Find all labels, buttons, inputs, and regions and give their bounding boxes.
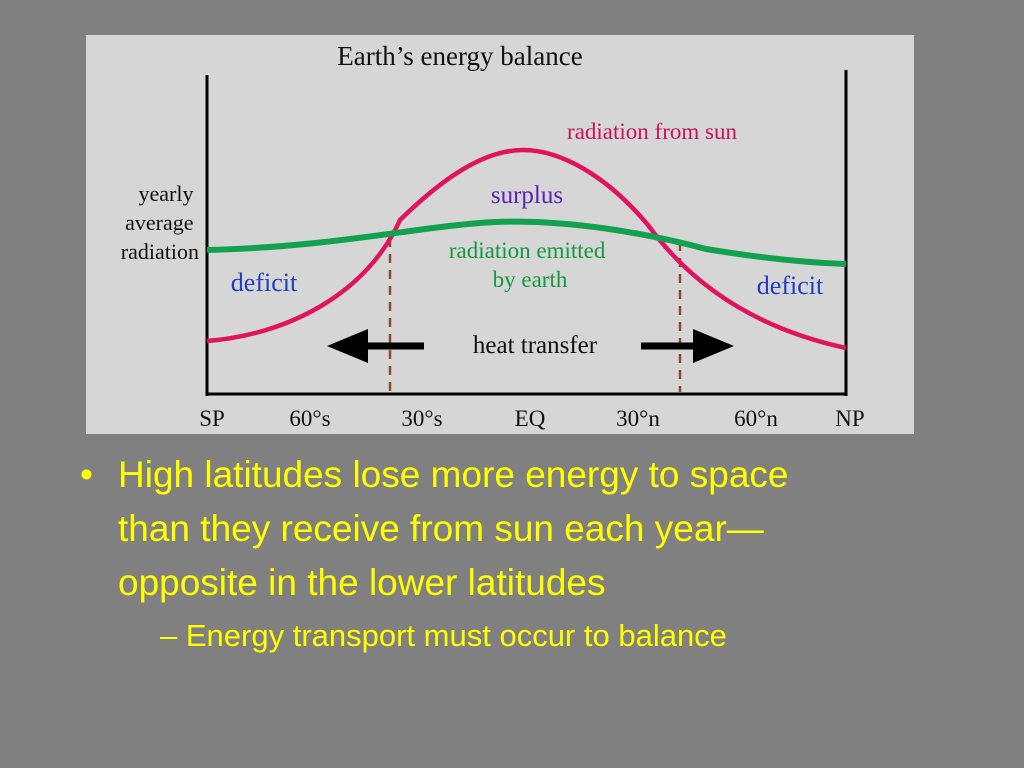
- sub-bullet-item: – Energy transport must occur to balance: [80, 614, 980, 658]
- y-axis-label-line-2: average: [125, 210, 193, 235]
- energy-balance-figure: Earth’s energy balance yearly average ra…: [86, 35, 914, 434]
- bullet-list: • High latitudes lose more energy to spa…: [80, 448, 980, 658]
- radiation-emitted-curve: [206, 218, 847, 267]
- x-tick-60s: 60°s: [289, 406, 330, 431]
- radiation-emitted-line-1: radiation emitted: [449, 238, 606, 263]
- y-axis-label: yearly average radiation: [121, 181, 199, 264]
- radiation-from-sun-curve: [206, 147, 847, 351]
- deficit-left-label: deficit: [231, 268, 298, 297]
- bullet-line-1: High latitudes lose more energy to space: [118, 454, 789, 495]
- bullet-line-3: opposite in the lower latitudes: [118, 562, 606, 603]
- x-tick-eq: EQ: [515, 406, 546, 431]
- sub-bullet-text: Energy transport must occur to balance: [185, 618, 727, 653]
- x-tick-np: NP: [835, 406, 864, 431]
- heat-transfer-label: heat transfer: [473, 332, 598, 359]
- radiation-from-sun-label: radiation from sun: [567, 119, 737, 144]
- bullet-item: • High latitudes lose more energy to spa…: [80, 448, 980, 610]
- radiation-emitted-label: radiation emitted by earth: [449, 238, 611, 292]
- radiation-emitted-line-2: by earth: [493, 267, 568, 292]
- left-arrow: [327, 329, 424, 363]
- x-tick-60n: 60°n: [734, 406, 778, 431]
- surplus-label: surplus: [491, 182, 563, 209]
- energy-balance-diagram: Earth’s energy balance yearly average ra…: [121, 41, 865, 431]
- y-axis-label-line-1: yearly: [139, 181, 194, 206]
- figure-title: Earth’s energy balance: [337, 41, 582, 71]
- right-arrow: [641, 329, 734, 363]
- bullet-line-2: than they receive from sun each year—: [118, 508, 764, 549]
- deficit-right-label: deficit: [757, 271, 824, 300]
- x-tick-30s: 30°s: [401, 406, 442, 431]
- bullet-marker: •: [80, 454, 93, 495]
- y-axis-label-line-3: radiation: [121, 239, 199, 264]
- sub-bullet-marker: –: [160, 618, 178, 653]
- x-tick-30n: 30°n: [616, 406, 660, 431]
- x-tick-sp: SP: [199, 406, 225, 431]
